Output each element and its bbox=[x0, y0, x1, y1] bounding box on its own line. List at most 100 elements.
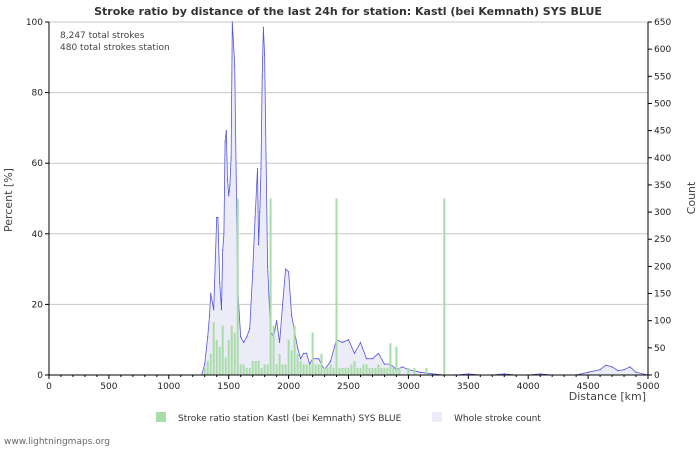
y-right-tick-label-2: 100 bbox=[654, 317, 671, 327]
whole-count-point-68 bbox=[431, 373, 433, 375]
whole-count-point-4 bbox=[208, 314, 211, 316]
ratio-bar-34 bbox=[305, 364, 308, 375]
whole-count-point-24 bbox=[246, 336, 248, 338]
y-left-tick-label-3: 60 bbox=[32, 159, 44, 169]
y-right-tick-label-6: 300 bbox=[654, 208, 671, 218]
whole-count-point-86 bbox=[623, 369, 625, 371]
whole-count-point-19 bbox=[231, 21, 233, 23]
ratio-bar-20 bbox=[263, 364, 266, 375]
ratio-bar-57 bbox=[374, 367, 377, 375]
whole-count-point-46 bbox=[300, 358, 302, 360]
ratio-bar-16 bbox=[251, 360, 254, 375]
y-right-tick-label-5: 250 bbox=[654, 235, 671, 245]
ratio-bar-65 bbox=[398, 367, 401, 375]
gridlines bbox=[49, 21, 648, 305]
ratio-bar-2 bbox=[209, 353, 212, 375]
whole-count-point-62 bbox=[383, 363, 385, 365]
ratio-bar-35 bbox=[308, 364, 311, 375]
ratio-bar-50 bbox=[353, 360, 356, 375]
ratio-bar-60 bbox=[383, 367, 386, 375]
ratio-bar-48 bbox=[347, 367, 350, 375]
whole-count-point-26 bbox=[252, 271, 254, 273]
ratio-bar-49 bbox=[350, 364, 353, 375]
whole-count-point-34 bbox=[264, 54, 266, 56]
ratio-bar-58 bbox=[377, 364, 380, 375]
whole-count-point-71 bbox=[467, 373, 469, 375]
whole-count-point-43 bbox=[291, 314, 293, 316]
x-tick-label-2: 1000 bbox=[157, 382, 180, 392]
ratio-bar-27 bbox=[284, 364, 287, 375]
ratio-bar-22 bbox=[269, 198, 272, 375]
ratio-bar-66 bbox=[407, 367, 410, 375]
ratio-bar-7 bbox=[224, 357, 227, 375]
whole-count-point-18 bbox=[230, 157, 232, 159]
x-tick-label-5: 2500 bbox=[337, 382, 360, 392]
whole-count-point-53 bbox=[329, 360, 332, 362]
whole-count-point-28 bbox=[256, 168, 259, 170]
whole-count-point-9 bbox=[219, 282, 221, 284]
whole-count-point-58 bbox=[359, 341, 362, 343]
whole-count-point-42 bbox=[288, 271, 290, 273]
whole-count-point-33 bbox=[262, 26, 264, 28]
whole-count-point-74 bbox=[503, 373, 505, 375]
x-tick-label-10: 5000 bbox=[637, 382, 660, 392]
whole-count-point-3 bbox=[207, 336, 209, 338]
y-right-tick-label-9: 450 bbox=[654, 127, 671, 137]
x-tick-label-7: 3500 bbox=[457, 382, 480, 392]
axes bbox=[45, 21, 652, 379]
whole-count-point-16 bbox=[228, 195, 230, 197]
ratio-bar-33 bbox=[302, 364, 305, 375]
ratio-bar-55 bbox=[368, 367, 371, 375]
ratio-bar-47 bbox=[344, 367, 347, 375]
y-right-tick-label-3: 150 bbox=[654, 290, 671, 300]
whole-count-point-87 bbox=[629, 366, 631, 368]
whole-count-point-14 bbox=[225, 130, 227, 132]
whole-count-point-27 bbox=[254, 216, 256, 219]
ratio-bar-0 bbox=[203, 367, 206, 375]
whole-count-point-45 bbox=[297, 347, 299, 349]
whole-count-point-38 bbox=[276, 320, 278, 322]
legend: Stroke ratio station Kastl (bei Kemnath)… bbox=[156, 412, 541, 424]
ratio-bar-61 bbox=[386, 367, 389, 375]
whole-count-point-41 bbox=[285, 268, 287, 270]
ratio-bar-3 bbox=[212, 322, 215, 375]
x-tick-label-9: 4500 bbox=[577, 382, 600, 392]
y-left-tick-label-0: 0 bbox=[37, 371, 43, 381]
whole-count-point-22 bbox=[240, 336, 242, 338]
whole-count-point-2 bbox=[204, 363, 206, 365]
whole-count-point-11 bbox=[222, 249, 224, 251]
ratio-bar-23 bbox=[272, 325, 275, 375]
whole-count-point-83 bbox=[605, 364, 607, 366]
ratio-bar-51 bbox=[356, 367, 359, 375]
ratio-bar-26 bbox=[281, 364, 284, 375]
x-axis-label: Distance [km] bbox=[569, 390, 646, 403]
x-tick-label-4: 2000 bbox=[277, 382, 300, 392]
y-right-tick-label-1: 50 bbox=[654, 344, 666, 354]
whole-count-point-60 bbox=[371, 358, 374, 360]
whole-count-point-5 bbox=[210, 292, 212, 295]
stroke-ratio-series bbox=[203, 198, 446, 375]
ratio-bar-56 bbox=[371, 367, 374, 375]
whole-stroke-count-series bbox=[192, 21, 649, 376]
x-tick-label-1: 500 bbox=[100, 382, 117, 392]
whole-count-point-10 bbox=[220, 309, 223, 311]
ratio-bar-15 bbox=[248, 367, 251, 375]
whole-count-point-85 bbox=[617, 370, 619, 372]
whole-count-point-6 bbox=[213, 309, 215, 311]
watermark: www.lightningmaps.org bbox=[4, 437, 110, 447]
y-right-tick-label-7: 350 bbox=[654, 181, 671, 191]
whole-count-point-59 bbox=[365, 358, 368, 360]
whole-count-point-40 bbox=[282, 303, 284, 305]
whole-count-point-81 bbox=[587, 371, 589, 373]
y-right-tick-label-11: 550 bbox=[654, 72, 671, 82]
whole-count-point-8 bbox=[217, 216, 219, 219]
legend-swatch-whole-count bbox=[432, 412, 442, 422]
ratio-bar-41 bbox=[326, 367, 329, 375]
whole-count-point-55 bbox=[341, 341, 344, 343]
y-left-tick-label-4: 80 bbox=[32, 89, 44, 99]
ratio-bar-44 bbox=[335, 198, 338, 375]
whole-count-point-84 bbox=[611, 366, 613, 368]
tick-labels: 0 500 1000 1500 2000 2500 3000 3500 4000 4500 5000… bbox=[26, 18, 672, 392]
whole-count-point-82 bbox=[599, 369, 601, 371]
